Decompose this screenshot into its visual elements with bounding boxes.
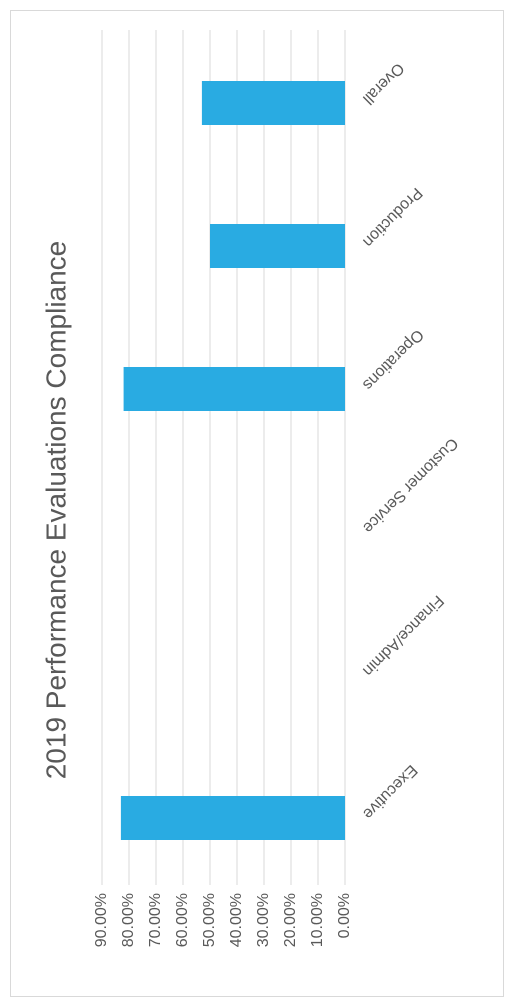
tick-labels: 90.00% 80.00% 70.00% 60.00% 50.00% 40.00% 30.0…: [93, 893, 353, 947]
tick-label: 40.00%: [228, 893, 245, 947]
category-label: Production: [359, 184, 425, 250]
tick-label: 50.00%: [201, 893, 218, 947]
bars: [121, 81, 345, 840]
tick-label: 80.00%: [120, 893, 137, 947]
bar-executive: [121, 796, 345, 840]
category-label: Operations: [359, 326, 426, 393]
tick-label: 20.00%: [282, 893, 299, 947]
tick-label: 30.00%: [255, 893, 272, 947]
bar-operations: [124, 367, 345, 411]
category-label: Customer Service: [359, 434, 461, 536]
tick-label: 70.00%: [147, 893, 164, 947]
bar-production: [210, 224, 345, 268]
tick-label: 0.00%: [336, 893, 353, 938]
tick-label: 90.00%: [93, 893, 110, 947]
tick-label: 10.00%: [309, 893, 326, 947]
bar-overall: [202, 81, 345, 125]
tick-label: 60.00%: [174, 893, 191, 947]
chart-title: 2019 Performance Evaluations Compliance: [40, 241, 71, 780]
category-label: Executive: [359, 761, 420, 822]
category-label: Finance/Admin: [359, 592, 446, 679]
gridlines: [102, 30, 345, 885]
category-label: Overall: [359, 59, 407, 107]
category-labels: Executive Finance/Admin Customer Service Op…: [359, 59, 461, 822]
